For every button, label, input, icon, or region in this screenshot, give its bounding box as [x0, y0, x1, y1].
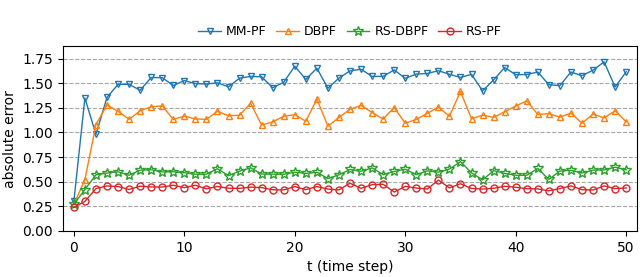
DBPF [622, 120, 630, 124]
MM-PF [70, 200, 77, 203]
Line: RS-DBPF: RS-DBPF [69, 157, 631, 209]
Line: DBPF: DBPF [70, 88, 630, 208]
MM-PF [468, 73, 476, 76]
Y-axis label: absolute error: absolute error [3, 90, 17, 188]
RS-PF [622, 186, 630, 190]
MM-PF [236, 76, 243, 80]
DBPF [70, 203, 77, 206]
DBPF [236, 114, 243, 117]
Line: MM-PF: MM-PF [70, 58, 630, 205]
DBPF [456, 90, 464, 93]
X-axis label: t (time step): t (time step) [307, 260, 393, 274]
RS-PF [479, 188, 486, 191]
RS-PF [445, 186, 453, 189]
RS-PF [191, 184, 199, 187]
RS-DBPF [456, 160, 464, 163]
DBPF [435, 106, 442, 109]
RS-PF [435, 178, 442, 182]
DBPF [191, 117, 199, 120]
DBPF [611, 109, 619, 112]
RS-DBPF [435, 171, 442, 174]
DBPF [479, 114, 486, 117]
MM-PF [611, 85, 619, 89]
MM-PF [435, 69, 442, 72]
RS-PF [70, 206, 77, 209]
RS-DBPF [191, 173, 199, 176]
MM-PF [600, 60, 608, 63]
MM-PF [622, 70, 630, 73]
DBPF [247, 102, 255, 105]
MM-PF [191, 82, 199, 85]
RS-DBPF [236, 170, 243, 173]
RS-DBPF [247, 166, 255, 170]
RS-DBPF [622, 168, 630, 171]
RS-PF [611, 187, 619, 190]
RS-DBPF [479, 178, 486, 181]
RS-PF [236, 187, 243, 190]
RS-DBPF [70, 203, 77, 206]
RS-PF [247, 186, 255, 189]
Legend: MM-PF, DBPF, RS-DBPF, RS-PF: MM-PF, DBPF, RS-DBPF, RS-PF [198, 25, 502, 38]
RS-DBPF [611, 166, 619, 169]
MM-PF [247, 75, 255, 78]
Line: RS-PF: RS-PF [70, 177, 630, 211]
